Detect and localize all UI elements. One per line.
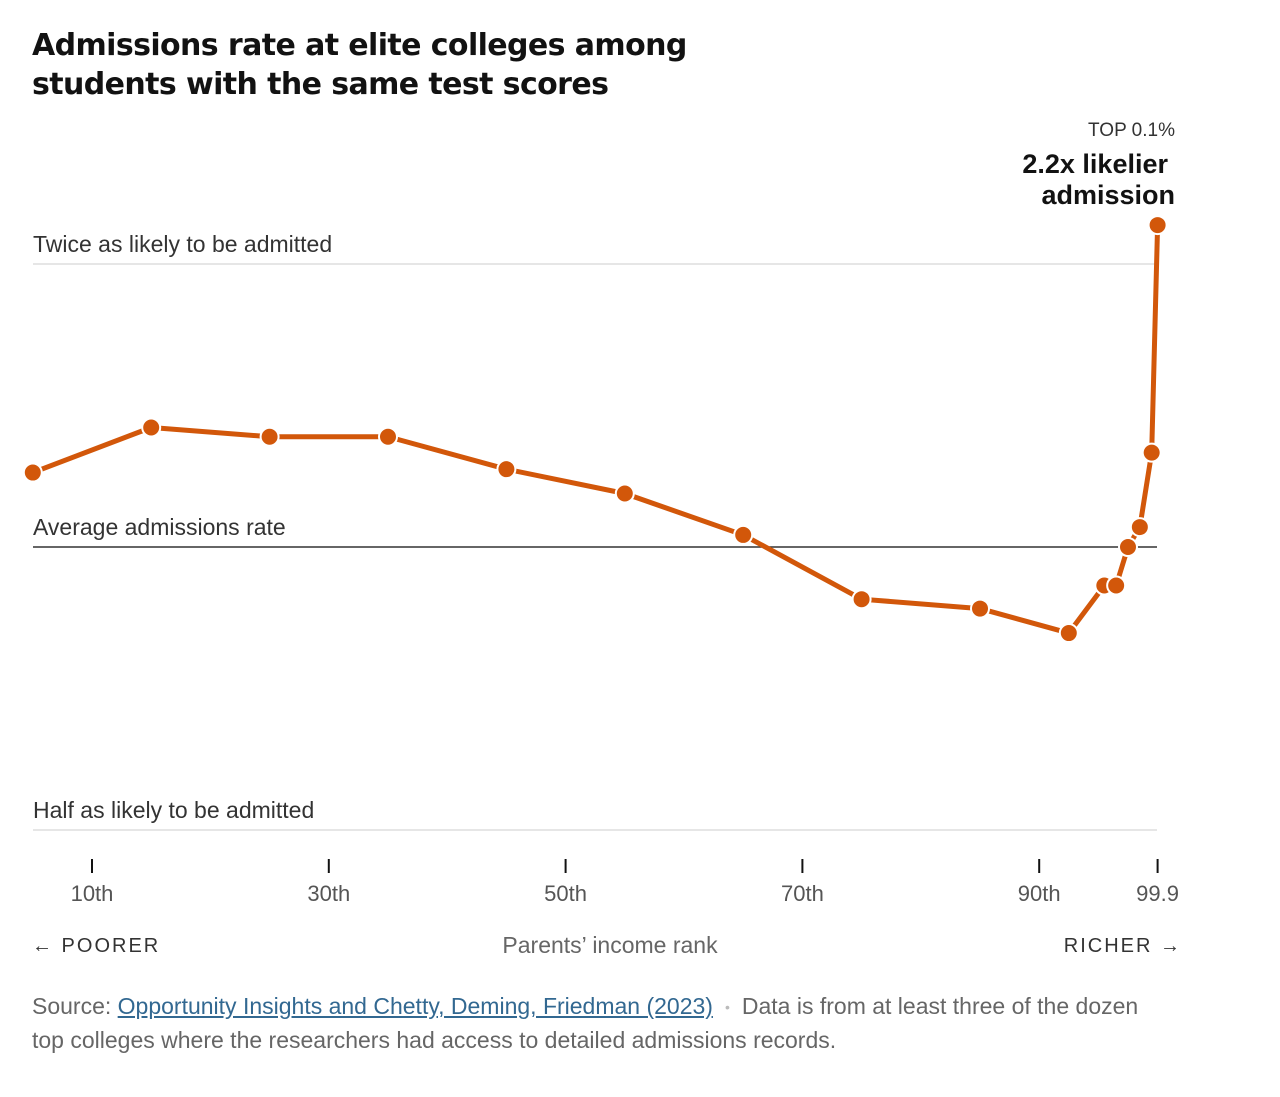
data-point xyxy=(141,417,162,438)
x-axis-label: Parents’ income rank xyxy=(502,932,718,958)
x-tick-label-4: 90th xyxy=(1018,881,1061,906)
data-point xyxy=(733,524,754,545)
top-annotation: TOP 0.1% 2.2x likelier admission xyxy=(1022,120,1175,210)
x-tick-label-1: 30th xyxy=(307,881,350,906)
data-point xyxy=(614,483,635,504)
data-point xyxy=(1141,442,1162,463)
series-line-0 xyxy=(30,222,1161,636)
reference-label-0: Twice as likely to be admitted xyxy=(33,231,332,257)
data-series xyxy=(22,215,1168,644)
reference-label-1: Average admissions rate xyxy=(33,514,286,540)
x-tick-label-3: 70th xyxy=(781,881,824,906)
data-point xyxy=(970,598,990,619)
richer-direction-label: RICHER → xyxy=(1063,935,1182,957)
poorer-direction-label: ← POORER xyxy=(32,935,161,957)
x-axis-ticks: 10th 30th 50th 70th 90th 99.9 xyxy=(71,859,1179,906)
data-point xyxy=(1058,623,1079,644)
data-point xyxy=(1106,575,1127,596)
data-point xyxy=(259,426,280,447)
annotation-line-1: 2.2x likelier xyxy=(1022,149,1168,179)
source-prefix: Source: xyxy=(32,993,118,1019)
data-point xyxy=(496,459,517,480)
x-tick-label-5: 99.9 xyxy=(1136,881,1179,906)
source-link[interactable]: Opportunity Insights and Chetty, Deming,… xyxy=(117,993,713,1019)
x-tick-label-0: 10th xyxy=(71,881,114,906)
x-tick-label-2: 50th xyxy=(544,881,587,906)
data-point xyxy=(1147,215,1168,236)
separator-dot: • xyxy=(724,999,730,1016)
source-note: Source: Opportunity Insights and Chetty,… xyxy=(32,990,1142,1057)
data-point xyxy=(1129,517,1150,538)
data-point xyxy=(22,462,43,483)
chart-title: Admissions rate at elite colleges among … xyxy=(32,28,687,102)
annotation-top-label: TOP 0.1% xyxy=(1088,120,1175,141)
data-point xyxy=(378,426,398,447)
source-description: Data is from at least three of the dozen… xyxy=(32,993,1139,1054)
annotation-line-2: admission xyxy=(1041,180,1175,210)
reference-label-2: Half as likely to be admitted xyxy=(33,797,314,823)
reference-lines: Twice as likely to be admitted Average ad… xyxy=(33,231,1157,831)
data-point xyxy=(851,589,872,610)
data-point xyxy=(1118,537,1138,557)
